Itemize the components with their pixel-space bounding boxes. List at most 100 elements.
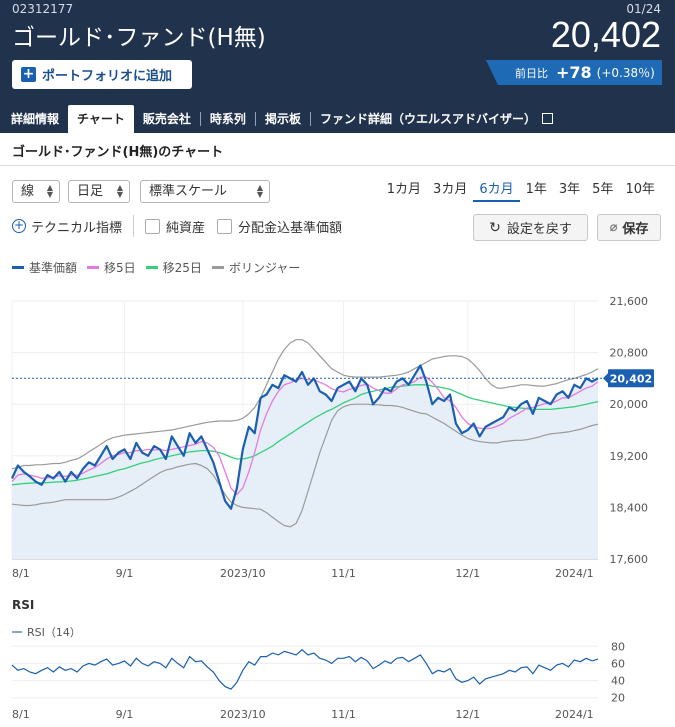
rsi-x-tick-label: 2023/10 bbox=[220, 708, 266, 721]
save-label: 保存 bbox=[622, 222, 649, 237]
interval-select[interactable]: 日足 ▲ ▼ bbox=[68, 180, 130, 203]
select-arrows-icon: ▲ ▼ bbox=[256, 183, 263, 199]
period-5y[interactable]: 5年 bbox=[592, 182, 614, 197]
legend-item: 移5日 bbox=[87, 259, 136, 276]
rsi-legend: RSI（14） bbox=[12, 624, 81, 640]
price-date: 01/24 bbox=[626, 2, 661, 16]
rsi-chart[interactable]: 80 60 40 20 8/1 9/1 2023/10 11/1 12/1 2024/1 bbox=[0, 640, 675, 725]
ma25-series-line bbox=[11, 384, 599, 486]
legend-item: 移25日 bbox=[145, 259, 202, 276]
fund-code: 02312177 bbox=[12, 2, 74, 16]
select-arrows-icon: ▲ ▼ bbox=[116, 183, 123, 199]
legend-swatch bbox=[87, 266, 100, 269]
price-chart[interactable]: 21,600 20,800 20,000 19,200 18,400 17,600 8/1 9… bbox=[0, 285, 675, 585]
change-percent: (+0.38％) bbox=[596, 66, 655, 80]
x-tick-label: 12/1 bbox=[455, 567, 480, 580]
period-1y[interactable]: 1年 bbox=[525, 182, 547, 197]
rsi-legend-label: RSI（14） bbox=[27, 626, 81, 639]
x-tick-label: 8/1 bbox=[12, 567, 30, 580]
rsi-x-tick-label: 9/1 bbox=[116, 708, 134, 721]
tab-details[interactable]: 詳細情報 bbox=[11, 112, 60, 126]
chart-legend: 基準価額 移5日 移25日 ボリンジャー bbox=[12, 259, 310, 276]
last-value-label: 20,402 bbox=[610, 372, 652, 385]
rsi-y-tick-label: 60 bbox=[611, 657, 625, 670]
last-value-badge bbox=[608, 369, 654, 388]
reset-label: 設定を戻す bbox=[506, 222, 572, 237]
rsi-title: RSI bbox=[12, 598, 35, 612]
period-10y[interactable]: 10年 bbox=[625, 182, 655, 197]
net-assets-label: 純資産 bbox=[166, 220, 206, 236]
rsi-x-tick-label: 2024/1 bbox=[555, 708, 594, 721]
y-tick-label: 20,800 bbox=[610, 347, 649, 360]
legend-label: ボリンジャー bbox=[228, 261, 301, 275]
fund-header: 02312177 ゴールド･ファンド(H無) 01/24 20,402 + ポー… bbox=[0, 0, 675, 133]
x-tick-label: 2024/1 bbox=[555, 567, 594, 580]
legend-label: 移5日 bbox=[104, 261, 136, 275]
plus-icon: + bbox=[21, 66, 36, 82]
legend-item: 基準価額 bbox=[12, 259, 77, 276]
tab-divider bbox=[254, 112, 256, 126]
period-6m[interactable]: 6カ月 bbox=[473, 180, 520, 202]
current-price: 20,402 bbox=[550, 14, 661, 55]
tab-divider bbox=[309, 112, 311, 126]
fund-name: ゴールド･ファンド(H無) bbox=[12, 25, 266, 51]
legend-label: 移25日 bbox=[162, 261, 202, 275]
chart-type-select[interactable]: 線 ▲ ▼ bbox=[12, 180, 60, 203]
technical-indicator-link[interactable]: テクニカル指標 bbox=[31, 220, 123, 236]
rsi-y-tick-label: 80 bbox=[611, 640, 625, 653]
rsi-y-tick-label: 20 bbox=[611, 692, 625, 705]
external-link-icon bbox=[541, 113, 553, 124]
y-tick-label: 18,400 bbox=[610, 501, 649, 514]
tab-chart[interactable]: チャート bbox=[68, 105, 134, 133]
options-row: + テクニカル指標 純資産 分配金込基準価額 bbox=[12, 215, 342, 237]
rsi-x-tick-label: 11/1 bbox=[331, 708, 356, 721]
x-tick-label: 2023/10 bbox=[220, 567, 266, 580]
last-value-pointer bbox=[603, 373, 608, 384]
chart-type-value: 線 bbox=[21, 184, 35, 199]
bollinger-upper-line bbox=[11, 339, 599, 470]
legend-label: 基準価額 bbox=[29, 261, 78, 275]
period-3y[interactable]: 3年 bbox=[558, 182, 581, 197]
legend-swatch bbox=[211, 266, 224, 269]
select-arrows-icon: ▲ ▼ bbox=[46, 183, 53, 199]
rsi-x-tick-label: 12/1 bbox=[455, 708, 480, 721]
y-tick-label: 19,200 bbox=[610, 450, 649, 463]
chart-section-title: ゴールド･ファンド(H無)のチャート bbox=[12, 145, 224, 160]
y-tick-label: 20,000 bbox=[610, 398, 649, 411]
x-tick-label: 11/1 bbox=[331, 567, 356, 580]
tab-fund-details[interactable]: ファンド詳細（ウエルスアドバイザー） bbox=[311, 105, 562, 133]
rsi-y-tick-label: 40 bbox=[611, 675, 625, 688]
tab-timeseries[interactable]: 時系列 bbox=[209, 112, 246, 126]
scale-select[interactable]: 標準スケール ▲ ▼ bbox=[140, 180, 270, 203]
bollinger-lower-line bbox=[11, 403, 599, 528]
option-divider bbox=[133, 215, 135, 237]
net-assets-checkbox[interactable] bbox=[145, 218, 161, 234]
refresh-icon: ↻ bbox=[489, 219, 501, 236]
add-portfolio-label: ポートフォリオに追加 bbox=[42, 69, 173, 84]
dividend-label: 分配金込基準価額 bbox=[238, 220, 343, 236]
price-area bbox=[12, 365, 598, 559]
paperclip-icon: ⌀ bbox=[609, 220, 618, 235]
badge-corner bbox=[486, 60, 498, 85]
change-label: 前日比 bbox=[515, 66, 548, 80]
scale-value: 標準スケール bbox=[149, 184, 228, 199]
save-button[interactable]: ⌀ 保存 bbox=[597, 214, 661, 241]
divider bbox=[0, 165, 675, 166]
period-1m[interactable]: 1カ月 bbox=[386, 182, 422, 197]
add-circle-icon[interactable]: + bbox=[12, 218, 26, 233]
y-tick-label: 21,600 bbox=[610, 295, 649, 308]
add-portfolio-button[interactable]: + ポートフォリオに追加 bbox=[12, 60, 192, 89]
reset-settings-button[interactable]: ↻ 設定を戻す bbox=[473, 214, 588, 241]
tab-divider bbox=[199, 112, 201, 126]
legend-swatch bbox=[145, 266, 158, 269]
tab-fund-details-label: ファンド詳細（ウエルスアドバイザー） bbox=[319, 112, 536, 126]
dividend-checkbox[interactable] bbox=[217, 218, 233, 234]
tab-bar: 詳細情報 チャート 販売会社 時系列 掲示板 ファンド詳細（ウエルスアドバイザー… bbox=[0, 103, 675, 133]
legend-item: ボリンジャー bbox=[211, 259, 301, 276]
period-selector: 1カ月 3カ月 6カ月 1年 3年 5年 10年 bbox=[381, 180, 661, 202]
rsi-x-tick-label: 8/1 bbox=[12, 708, 30, 721]
change-value: +78 bbox=[556, 63, 592, 82]
tab-board[interactable]: 掲示板 bbox=[264, 112, 301, 126]
tab-sellers[interactable]: 販売会社 bbox=[142, 112, 191, 126]
period-3m[interactable]: 3カ月 bbox=[433, 182, 468, 197]
